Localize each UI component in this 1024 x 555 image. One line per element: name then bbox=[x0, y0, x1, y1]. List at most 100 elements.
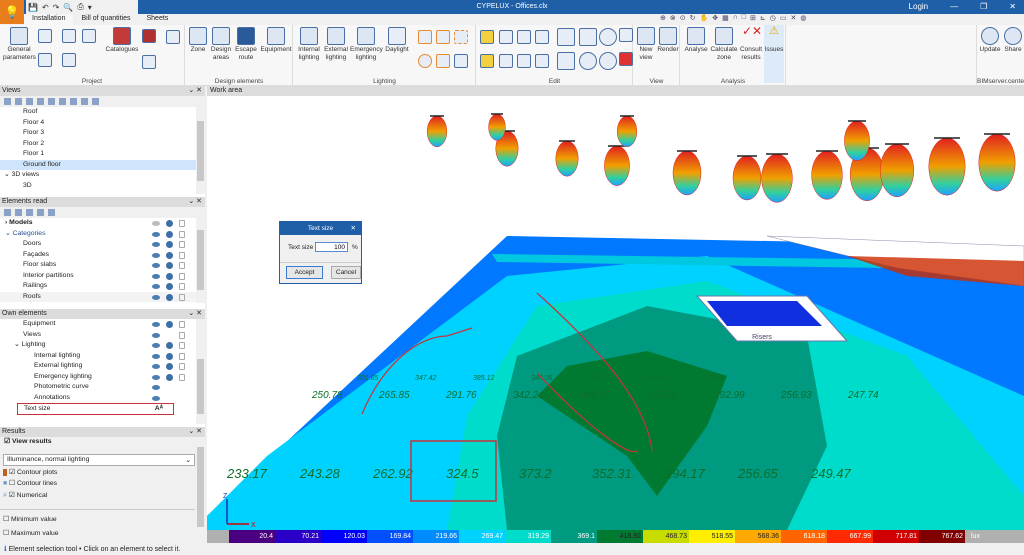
circle-array-icon[interactable] bbox=[418, 54, 432, 68]
panel-controls[interactable]: ⌄ ✕ bbox=[188, 428, 202, 435]
eye-icon[interactable] bbox=[152, 385, 160, 390]
gear-icon[interactable] bbox=[166, 293, 173, 301]
delete-point-icon[interactable] bbox=[517, 54, 531, 68]
internal-lighting-button[interactable]: Internal lighting bbox=[296, 27, 322, 62]
view-results-checkbox[interactable]: ☑ View results bbox=[4, 438, 52, 445]
gear-icon[interactable] bbox=[166, 262, 173, 269]
mirror-copy-icon[interactable] bbox=[535, 54, 549, 68]
design-areas-button[interactable]: Design areas bbox=[209, 27, 233, 62]
export-icon[interactable] bbox=[81, 98, 88, 105]
models-item[interactable]: › Models bbox=[0, 218, 205, 229]
analyse-button[interactable]: Analyse bbox=[683, 27, 709, 54]
symmetry-icon[interactable] bbox=[599, 28, 617, 46]
panel-controls[interactable]: ⌄ ✕ bbox=[188, 310, 202, 317]
catalogue-settings-icon[interactable] bbox=[142, 29, 156, 43]
views-scrollbar[interactable] bbox=[196, 107, 205, 194]
mirror-icon[interactable] bbox=[535, 30, 549, 44]
move-icon[interactable] bbox=[499, 30, 513, 44]
consult-results-button[interactable]: ✓✕ Consult results bbox=[739, 24, 763, 61]
unlock-icon[interactable] bbox=[179, 342, 185, 349]
import-icon[interactable] bbox=[62, 53, 76, 67]
category-item[interactable]: Railings bbox=[0, 281, 205, 292]
panel-controls[interactable]: ⌄ ✕ bbox=[188, 87, 202, 94]
unlock-icon[interactable] bbox=[179, 373, 185, 381]
lock-icon[interactable] bbox=[179, 241, 185, 248]
line-array-icon[interactable] bbox=[418, 30, 432, 44]
lock-icon[interactable] bbox=[179, 272, 185, 280]
view-item[interactable]: Floor 1 bbox=[23, 150, 45, 157]
panel-controls[interactable]: ⌄ ✕ bbox=[188, 198, 202, 205]
rotate-element-icon[interactable] bbox=[499, 54, 513, 68]
zoom-in-icon[interactable]: ⊙ bbox=[679, 15, 686, 22]
lighting-item[interactable]: ⌄ Lighting bbox=[0, 340, 205, 351]
eye-icon[interactable] bbox=[152, 374, 160, 380]
gear-icon[interactable] bbox=[166, 220, 173, 227]
zoom-window-icon[interactable]: ⊕ bbox=[660, 15, 666, 22]
info-icon[interactable] bbox=[48, 209, 55, 216]
gear-icon[interactable] bbox=[166, 230, 173, 238]
unlock-icon[interactable] bbox=[179, 352, 185, 360]
brush-icon[interactable] bbox=[619, 28, 633, 42]
floor-icon[interactable] bbox=[38, 29, 52, 43]
box-icon[interactable]: □ bbox=[741, 14, 746, 21]
refresh-icon[interactable] bbox=[37, 209, 44, 216]
general-parameters-button[interactable]: General parameters bbox=[3, 27, 36, 62]
tools-icon[interactable]: ✕ bbox=[790, 15, 797, 22]
rect-array-icon[interactable] bbox=[436, 30, 450, 44]
pan-icon[interactable]: ✋ bbox=[699, 15, 709, 22]
grid-view-icon[interactable] bbox=[15, 209, 22, 216]
lamp-icon[interactable] bbox=[62, 29, 76, 43]
customize-icon[interactable]: ▾ bbox=[87, 2, 92, 12]
gear-icon[interactable] bbox=[166, 363, 173, 370]
eye-icon[interactable] bbox=[152, 263, 160, 268]
gear-icon[interactable] bbox=[166, 283, 173, 290]
print-icon[interactable]: ⎙ bbox=[77, 2, 84, 11]
zoom-all-icon[interactable]: ⊗ bbox=[669, 15, 676, 22]
gear-icon[interactable] bbox=[166, 342, 173, 349]
copy-view-icon[interactable] bbox=[26, 98, 33, 105]
ruler-icon[interactable] bbox=[480, 54, 494, 68]
lighting-sub-item[interactable]: Internal lighting bbox=[0, 351, 205, 362]
own-item[interactable]: Views bbox=[0, 330, 205, 341]
rotate-icon[interactable]: ↻ bbox=[689, 15, 696, 22]
align-icon[interactable] bbox=[517, 30, 531, 44]
elements-read-scrollbar[interactable] bbox=[196, 218, 205, 303]
lock-icon[interactable] bbox=[179, 293, 185, 301]
new-view-button[interactable]: New view bbox=[636, 27, 656, 62]
eye-icon[interactable] bbox=[152, 252, 160, 258]
eye-icon[interactable] bbox=[152, 353, 160, 359]
view-item[interactable]: Floor 2 bbox=[23, 139, 45, 147]
gear-icon[interactable] bbox=[166, 321, 173, 328]
import-view-icon[interactable] bbox=[92, 98, 99, 105]
add-view-icon[interactable] bbox=[4, 98, 11, 105]
zone-button[interactable]: Zone bbox=[188, 27, 208, 54]
gear-icon[interactable] bbox=[166, 241, 173, 248]
results-scrollbar[interactable] bbox=[196, 437, 205, 549]
filter-icon[interactable] bbox=[26, 209, 33, 216]
category-item[interactable]: Doors bbox=[0, 239, 205, 250]
view-item[interactable]: Floor 4 bbox=[23, 118, 45, 126]
text-size-icon[interactable]: Aᴬ bbox=[154, 405, 163, 412]
eye-icon[interactable] bbox=[152, 395, 160, 401]
contour-plots-option[interactable]: ■ ☑ Contour plots bbox=[3, 468, 58, 476]
category-item[interactable]: Roofs bbox=[0, 291, 205, 302]
external-lighting-button[interactable]: External lighting bbox=[323, 27, 349, 62]
eye-icon[interactable] bbox=[152, 231, 160, 237]
contour-lines-option[interactable]: ■ ☐ Contour lines bbox=[3, 480, 58, 487]
comment-icon[interactable]: ▭ bbox=[779, 15, 787, 22]
tab-installation[interactable]: Installation bbox=[24, 14, 74, 25]
share-button[interactable]: Share bbox=[1002, 27, 1024, 54]
numerical-option[interactable]: # ☑ Numerical bbox=[3, 491, 48, 499]
camera-icon[interactable] bbox=[59, 98, 66, 105]
lighting-sub-item[interactable]: Annotations bbox=[0, 393, 205, 404]
eye-icon[interactable] bbox=[152, 322, 160, 327]
level-icon[interactable] bbox=[48, 98, 55, 105]
lighting-sub-item[interactable]: External lighting bbox=[0, 361, 205, 372]
symmetry-copy-icon[interactable] bbox=[599, 52, 617, 70]
render-button[interactable]: Render bbox=[657, 27, 679, 54]
lock-icon[interactable] bbox=[179, 230, 185, 238]
own-elements-scrollbar[interactable] bbox=[196, 319, 205, 424]
text-size-item[interactable]: Text size Aᴬ bbox=[17, 403, 174, 415]
lock-icon[interactable] bbox=[179, 363, 185, 370]
eye-icon[interactable] bbox=[152, 332, 160, 338]
